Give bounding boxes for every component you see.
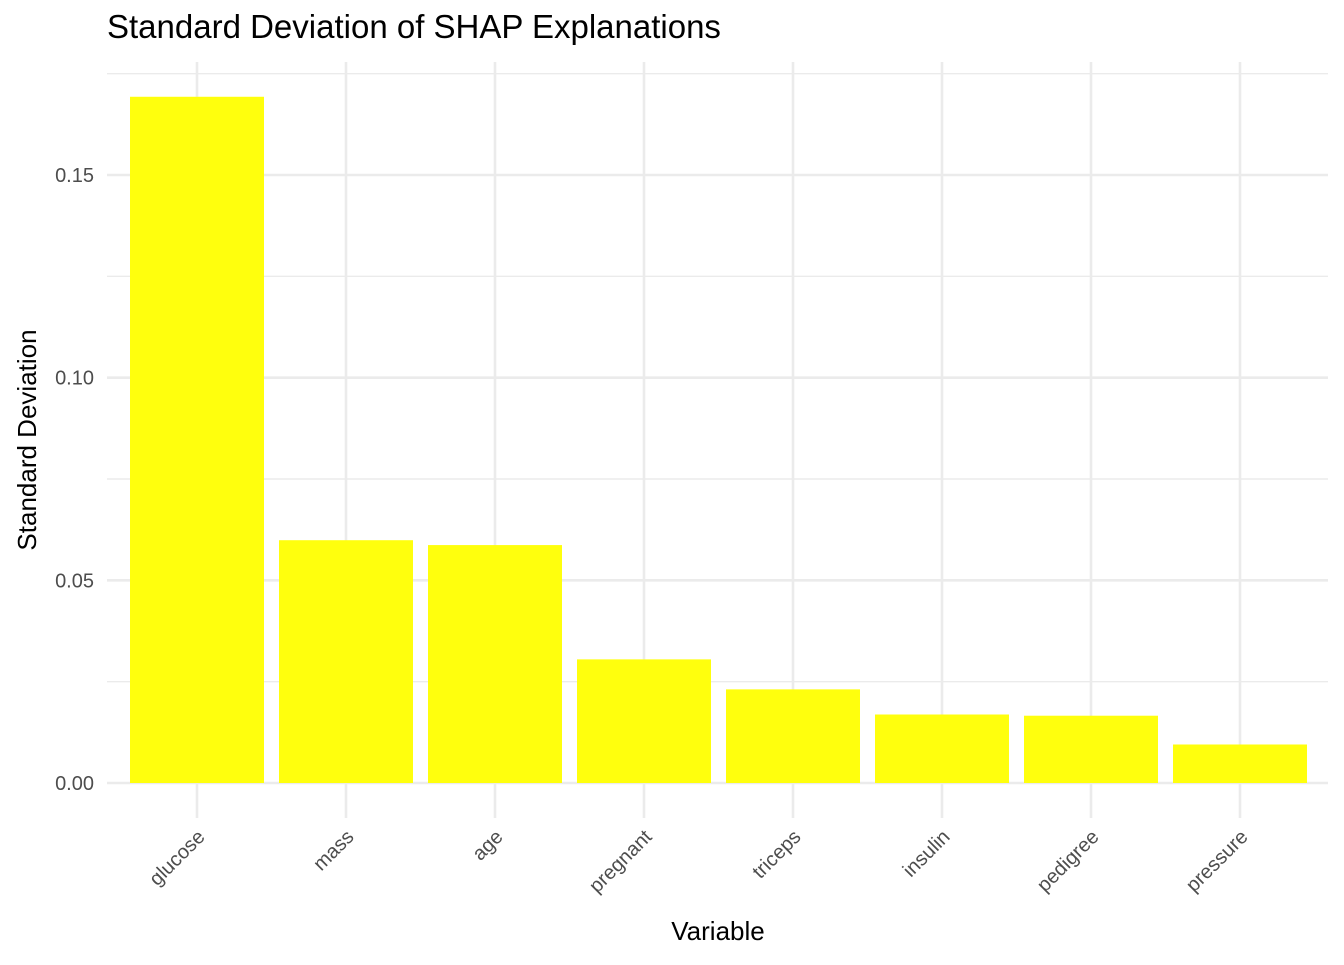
y-tick-label: 0.00 — [55, 773, 94, 795]
bars — [130, 96, 1307, 783]
x-tick-label: pedigree — [1033, 826, 1104, 897]
minor-gridlines — [107, 72, 1328, 683]
x-tick-label: triceps — [748, 826, 805, 883]
x-tick-label: mass — [309, 826, 358, 875]
x-axis-label: Variable — [671, 916, 764, 946]
x-tick-label: pregnant — [585, 826, 657, 898]
bar-pedigree — [1024, 715, 1158, 783]
bar-age — [428, 545, 562, 783]
y-axis-label: Standard Deviation — [12, 329, 42, 550]
bar-insulin — [875, 714, 1009, 783]
y-tick-labels: 0.00 0.05 0.10 0.15 — [55, 165, 94, 795]
y-tick-label: 0.15 — [55, 165, 94, 187]
x-tick-label: insulin — [899, 826, 955, 882]
chart-title: Standard Deviation of SHAP Explanations — [107, 8, 721, 45]
x-tick-label: pressure — [1182, 826, 1253, 897]
bar-triceps — [726, 689, 860, 783]
x-tick-label: age — [468, 826, 507, 865]
bar-mass — [279, 540, 413, 783]
x-tick-label: glucose — [145, 826, 209, 890]
y-tick-label: 0.05 — [55, 570, 94, 592]
bar-pregnant — [577, 659, 711, 783]
x-tick-labels: glucose mass age pregnant triceps insulin pedi… — [145, 826, 1252, 898]
bar-glucose — [130, 96, 264, 783]
bar-pressure — [1173, 744, 1307, 783]
y-tick-label: 0.10 — [55, 368, 94, 390]
